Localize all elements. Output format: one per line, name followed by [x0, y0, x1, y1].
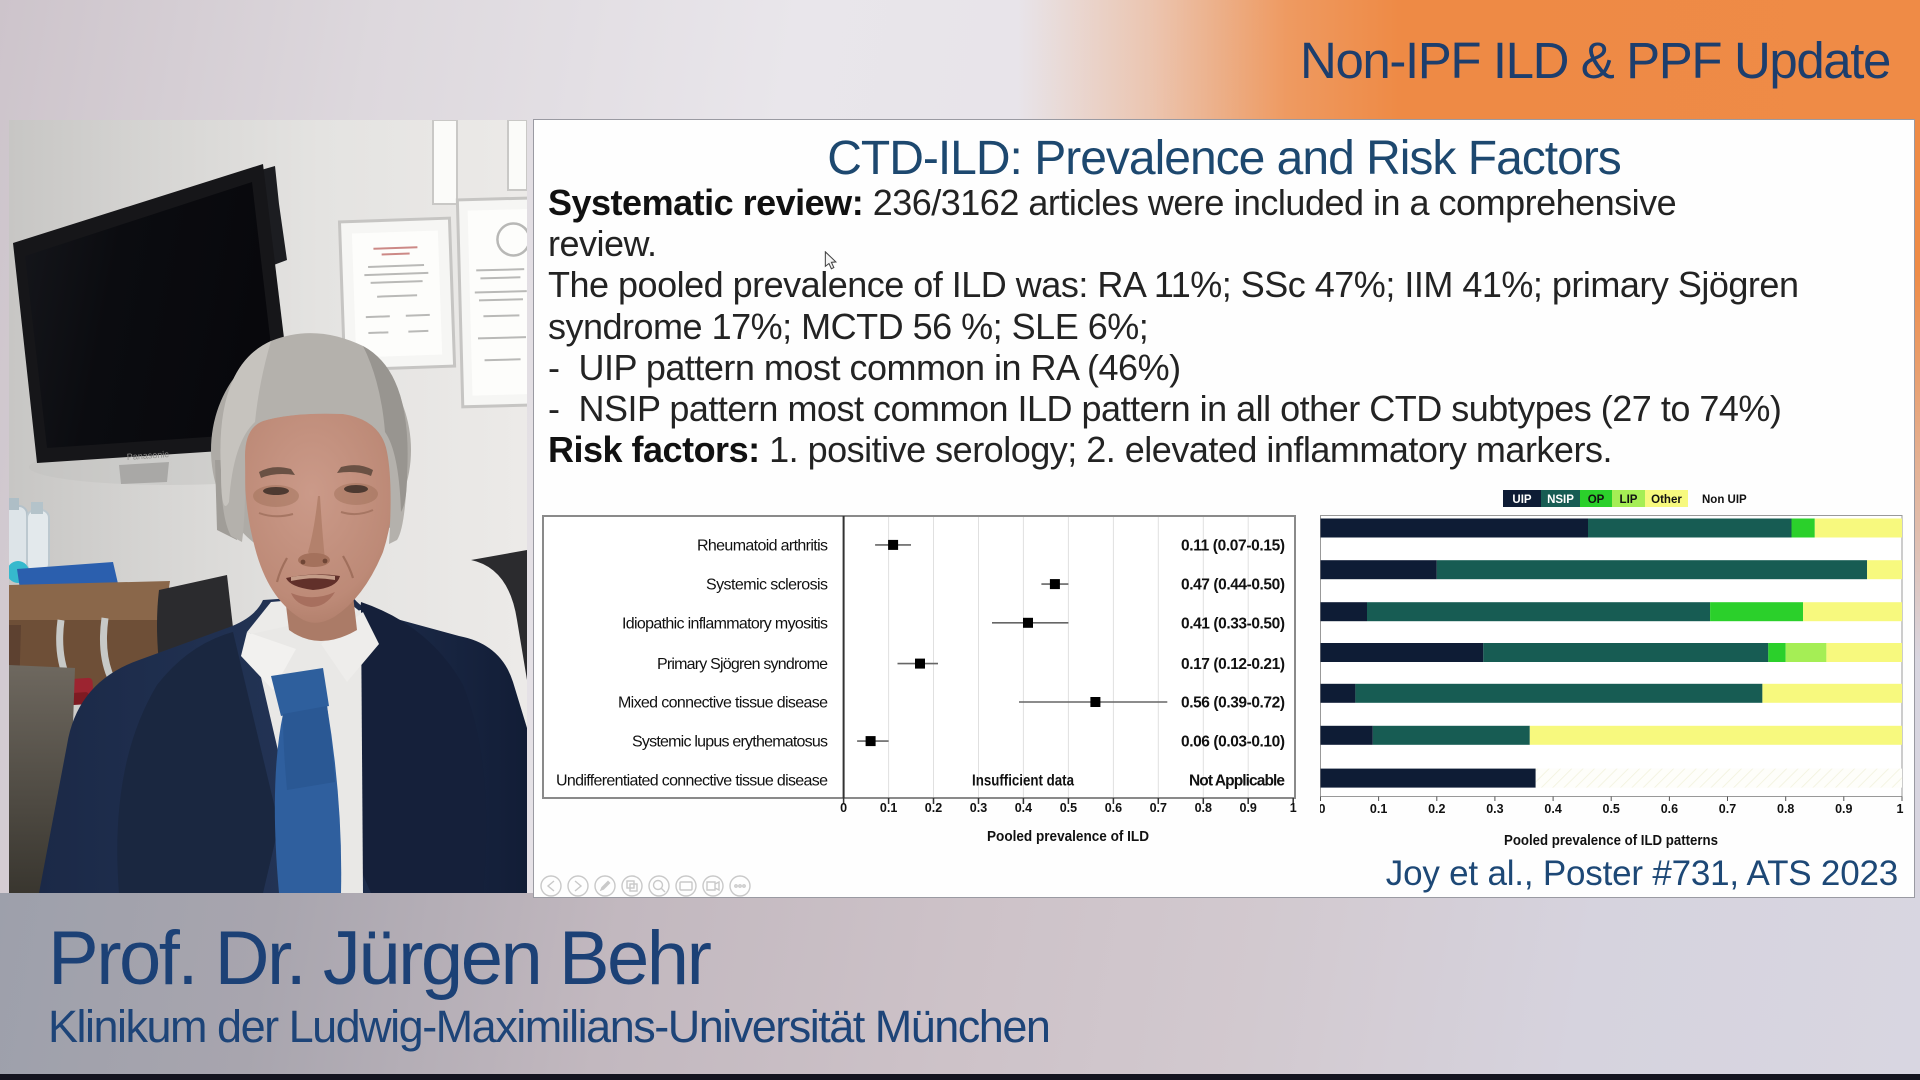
svg-text:0.3: 0.3	[970, 801, 987, 815]
svg-text:Systemic lupus erythematosus: Systemic lupus erythematosus	[632, 734, 828, 751]
svg-text:0.8: 0.8	[1195, 801, 1212, 815]
svg-text:0.2: 0.2	[925, 801, 942, 815]
svg-text:0.11 (0.07-0.15): 0.11 (0.07-0.15)	[1181, 538, 1285, 555]
svg-text:OP: OP	[1588, 494, 1605, 506]
svg-text:Panasonic: Panasonic	[126, 449, 169, 462]
svg-text:Insufficient data: Insufficient data	[972, 773, 1074, 790]
svg-text:Undifferentiated connective ti: Undifferentiated connective tissue disea…	[556, 773, 828, 790]
svg-text:0.17 (0.12-0.21): 0.17 (0.12-0.21)	[1181, 656, 1285, 673]
svg-text:0.4: 0.4	[1544, 802, 1561, 816]
svg-text:0.5: 0.5	[1603, 802, 1620, 816]
svg-text:1: 1	[1290, 801, 1297, 815]
svg-text:0.7: 0.7	[1719, 802, 1736, 816]
svg-text:0.3: 0.3	[1486, 802, 1503, 816]
svg-text:0.8: 0.8	[1777, 802, 1794, 816]
svg-text:0.4: 0.4	[1015, 801, 1032, 815]
svg-text:0: 0	[840, 801, 847, 815]
svg-text:0.1: 0.1	[1370, 802, 1387, 816]
svg-text:Rheumatoid arthritis: Rheumatoid arthritis	[697, 538, 828, 555]
svg-text:Systemic sclerosis: Systemic sclerosis	[706, 577, 828, 594]
svg-text:0.6: 0.6	[1105, 801, 1122, 815]
svg-text:0.47 (0.44-0.50): 0.47 (0.44-0.50)	[1181, 577, 1285, 594]
svg-text:0.9: 0.9	[1835, 802, 1852, 816]
svg-text:0.2: 0.2	[1428, 802, 1445, 816]
svg-text:0.41 (0.33-0.50): 0.41 (0.33-0.50)	[1181, 615, 1285, 632]
svg-text:1: 1	[1897, 802, 1904, 816]
svg-text:Primary Sjögren syndrome: Primary Sjögren syndrome	[657, 656, 828, 673]
svg-text:0.6: 0.6	[1661, 802, 1678, 816]
svg-text:0.56 (0.39-0.72): 0.56 (0.39-0.72)	[1181, 695, 1285, 712]
svg-text:0.5: 0.5	[1060, 801, 1077, 815]
svg-text:NSIP: NSIP	[1547, 494, 1574, 506]
svg-text:UIP: UIP	[1512, 494, 1532, 506]
svg-text:Mixed connective tissue diseas: Mixed connective tissue disease	[618, 695, 828, 712]
svg-text:LIP: LIP	[1620, 494, 1638, 506]
svg-text:Pooled prevalence of ILD: Pooled prevalence of ILD	[987, 828, 1149, 845]
svg-text:Not Applicable: Not Applicable	[1189, 773, 1285, 790]
svg-text:0.7: 0.7	[1150, 801, 1167, 815]
svg-text:0.06 (0.03-0.10): 0.06 (0.03-0.10)	[1181, 734, 1285, 751]
svg-text:Non UIP: Non UIP	[1702, 494, 1747, 506]
svg-text:Idiopathic inflammatory myosit: Idiopathic inflammatory myositis	[622, 615, 828, 632]
svg-text:0.1: 0.1	[880, 801, 897, 815]
svg-text:0.9: 0.9	[1240, 801, 1257, 815]
svg-text:0: 0	[1320, 802, 1326, 816]
svg-text:Pooled prevalence of ILD patte: Pooled prevalence of ILD patterns	[1504, 832, 1718, 849]
svg-text:Other: Other	[1651, 494, 1682, 506]
